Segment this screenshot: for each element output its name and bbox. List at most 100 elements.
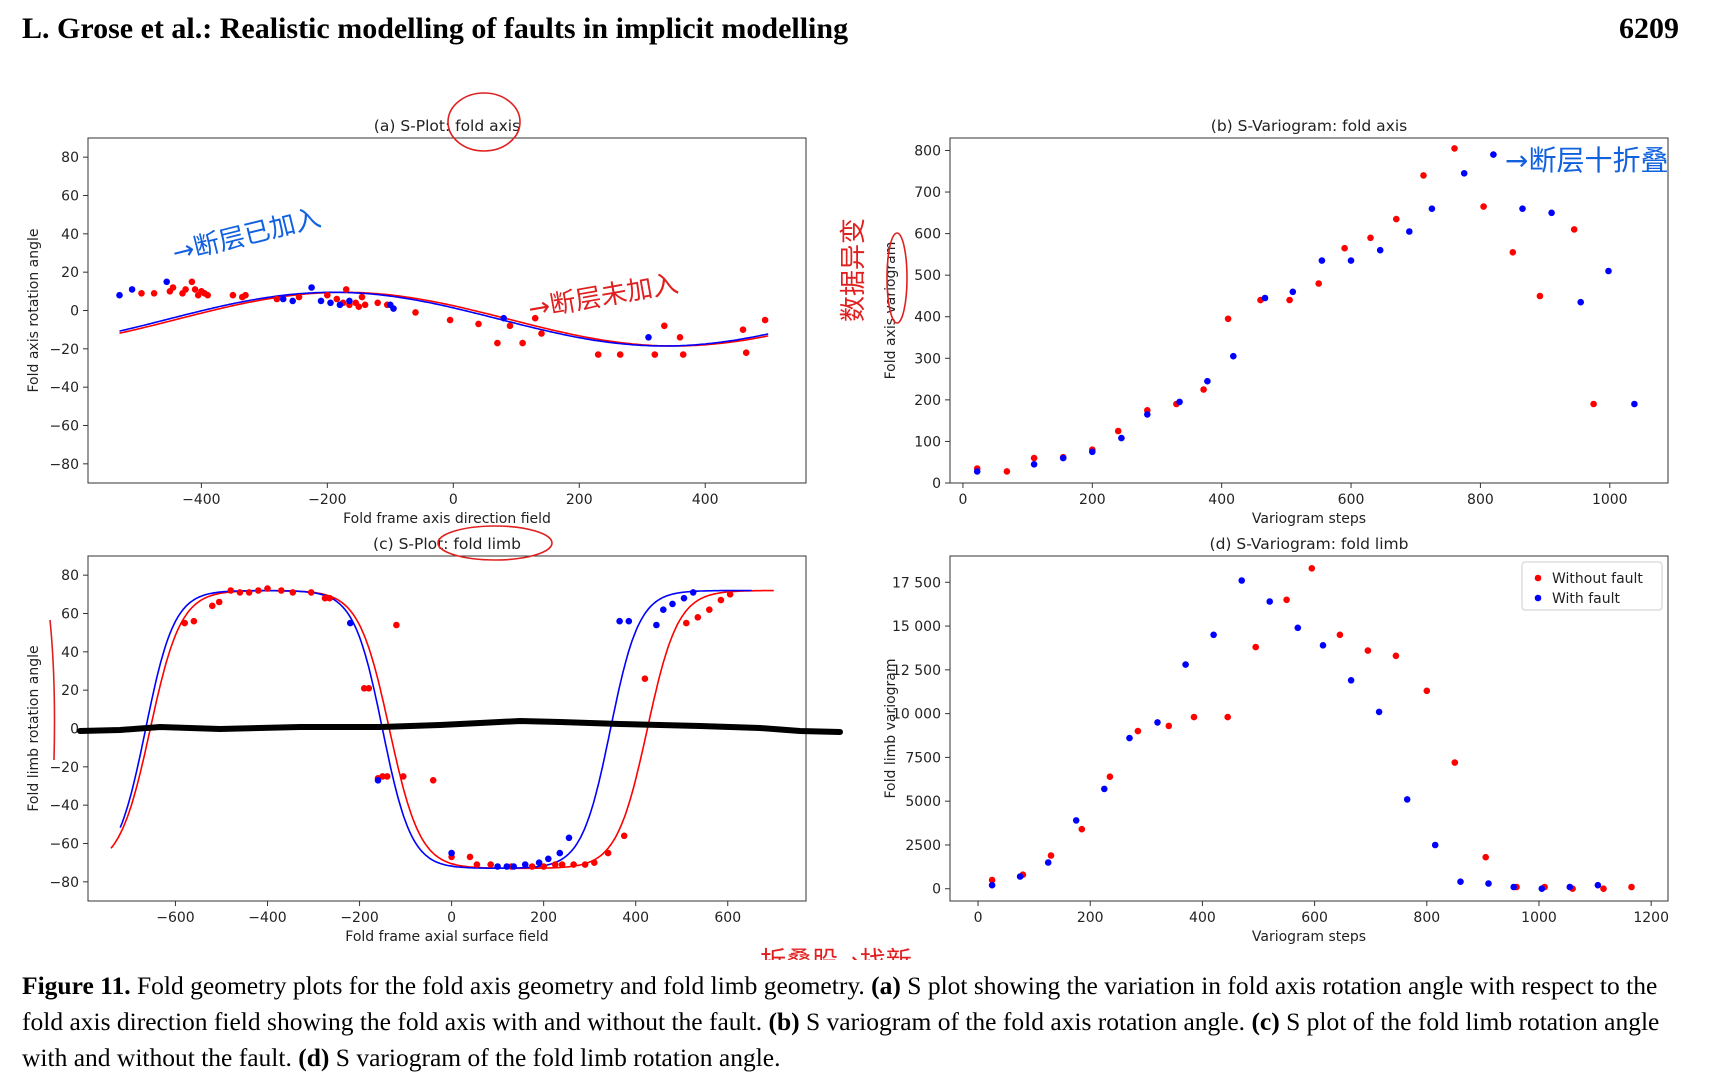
plot-area bbox=[973, 145, 1638, 475]
data-point bbox=[1283, 596, 1290, 604]
legend-entry: Without fault bbox=[1552, 571, 1643, 587]
y-tick-label: −20 bbox=[49, 342, 79, 358]
caption-a-label: (a) bbox=[871, 971, 901, 1000]
data-point bbox=[466, 853, 474, 861]
annotation-black-line bbox=[77, 717, 843, 735]
data-point bbox=[1318, 257, 1326, 264]
annotation-circle bbox=[886, 232, 908, 324]
data-point bbox=[448, 849, 455, 857]
data-point bbox=[245, 589, 253, 596]
x-tick-label: −400 bbox=[248, 910, 286, 926]
fit-line bbox=[110, 589, 774, 870]
data-point bbox=[1392, 652, 1400, 660]
data-point bbox=[273, 295, 281, 303]
y-tick-label: 700 bbox=[914, 185, 941, 201]
figure-11: (a) S-Plot: fold axis−400 −200 0 200 400−80−… bbox=[26, 92, 1669, 960]
data-point bbox=[1510, 883, 1517, 891]
x-tick-label: 600 bbox=[1338, 492, 1365, 508]
y-tick-label: −40 bbox=[49, 380, 79, 396]
y-tick-label: −40 bbox=[49, 798, 79, 814]
fit-line bbox=[119, 291, 769, 347]
data-point bbox=[400, 773, 407, 780]
y-tick-label: 40 bbox=[61, 227, 79, 243]
annotation-circle bbox=[437, 525, 553, 561]
data-point bbox=[661, 322, 668, 330]
annotation-text: 折叠股→找新 bbox=[760, 947, 912, 960]
data-point bbox=[726, 591, 734, 598]
data-point bbox=[336, 301, 344, 309]
x-tick-label: 0 bbox=[449, 492, 458, 508]
data-point bbox=[521, 861, 529, 868]
x-tick-label: 1200 bbox=[1633, 910, 1669, 926]
data-point bbox=[333, 295, 341, 303]
data-point bbox=[346, 297, 353, 305]
data-point bbox=[1336, 631, 1344, 639]
data-point bbox=[1315, 280, 1322, 287]
data-point bbox=[1003, 468, 1011, 475]
y-tick-label: 0 bbox=[70, 304, 79, 320]
y-tick-label: 20 bbox=[61, 683, 79, 699]
fit-line bbox=[119, 291, 769, 347]
annotation-text: →断层已加入 bbox=[169, 203, 324, 269]
y-tick-label: 0 bbox=[932, 476, 941, 492]
data-point bbox=[535, 859, 543, 866]
data-point bbox=[1631, 400, 1638, 408]
data-point bbox=[1144, 411, 1151, 418]
x-tick-label: 400 bbox=[1208, 492, 1235, 508]
x-axis-label: Variogram steps bbox=[1252, 929, 1366, 945]
data-point bbox=[446, 316, 454, 324]
y-tick-label: −80 bbox=[49, 457, 79, 473]
data-point bbox=[254, 587, 262, 594]
plot-area bbox=[116, 278, 769, 358]
data-point bbox=[1078, 825, 1086, 833]
data-point bbox=[1485, 880, 1492, 887]
data-point bbox=[1126, 734, 1133, 742]
data-point bbox=[182, 286, 189, 293]
data-point bbox=[1482, 853, 1489, 861]
y-tick-label: 300 bbox=[914, 351, 941, 367]
data-point bbox=[653, 621, 660, 629]
plot-frame bbox=[87, 137, 807, 484]
data-point bbox=[324, 291, 331, 299]
caption-c-text: S plot of the fold limb rotation angle w… bbox=[22, 1007, 1660, 1072]
data-point bbox=[1431, 841, 1439, 849]
data-point bbox=[327, 299, 334, 307]
data-point bbox=[545, 855, 552, 863]
x-tick-label: 0 bbox=[974, 910, 983, 926]
caption-d-text: S variogram of the fold limb rotation an… bbox=[329, 1043, 781, 1072]
x-tick-label: 1000 bbox=[1521, 910, 1557, 926]
page-number: 6209 bbox=[1619, 12, 1679, 45]
x-tick-label: −400 bbox=[182, 492, 220, 508]
data-point bbox=[1289, 288, 1297, 296]
annotation-circle bbox=[447, 92, 521, 152]
data-point bbox=[1286, 296, 1293, 304]
data-point bbox=[379, 773, 386, 780]
data-point bbox=[565, 834, 573, 842]
data-point bbox=[1072, 817, 1080, 824]
data-point bbox=[680, 594, 688, 602]
data-point bbox=[1341, 244, 1348, 252]
data-point bbox=[616, 617, 623, 625]
data-point bbox=[1347, 257, 1355, 264]
data-point bbox=[138, 290, 145, 297]
data-point bbox=[358, 293, 366, 301]
data-point bbox=[1376, 246, 1384, 254]
data-point bbox=[242, 291, 249, 299]
data-point bbox=[1200, 386, 1207, 393]
data-point bbox=[604, 849, 612, 857]
y-tick-label: 60 bbox=[61, 189, 79, 205]
x-tick-label: −600 bbox=[156, 910, 194, 926]
data-point bbox=[1224, 315, 1232, 323]
annotation-stroke bbox=[49, 619, 56, 761]
x-tick-label: 0 bbox=[958, 492, 967, 508]
data-point bbox=[307, 589, 315, 596]
data-point bbox=[1030, 461, 1038, 468]
data-point bbox=[1548, 209, 1555, 217]
caption-a-text: S plot showing the variation in fold axi… bbox=[22, 971, 1658, 1036]
y-tick-label: 800 bbox=[914, 143, 941, 159]
data-point bbox=[1428, 205, 1436, 212]
x-tick-label: 0 bbox=[447, 910, 456, 926]
data-point bbox=[641, 675, 649, 682]
y-tick-label: −60 bbox=[49, 419, 79, 435]
y-tick-label: 15 000 bbox=[892, 619, 941, 635]
